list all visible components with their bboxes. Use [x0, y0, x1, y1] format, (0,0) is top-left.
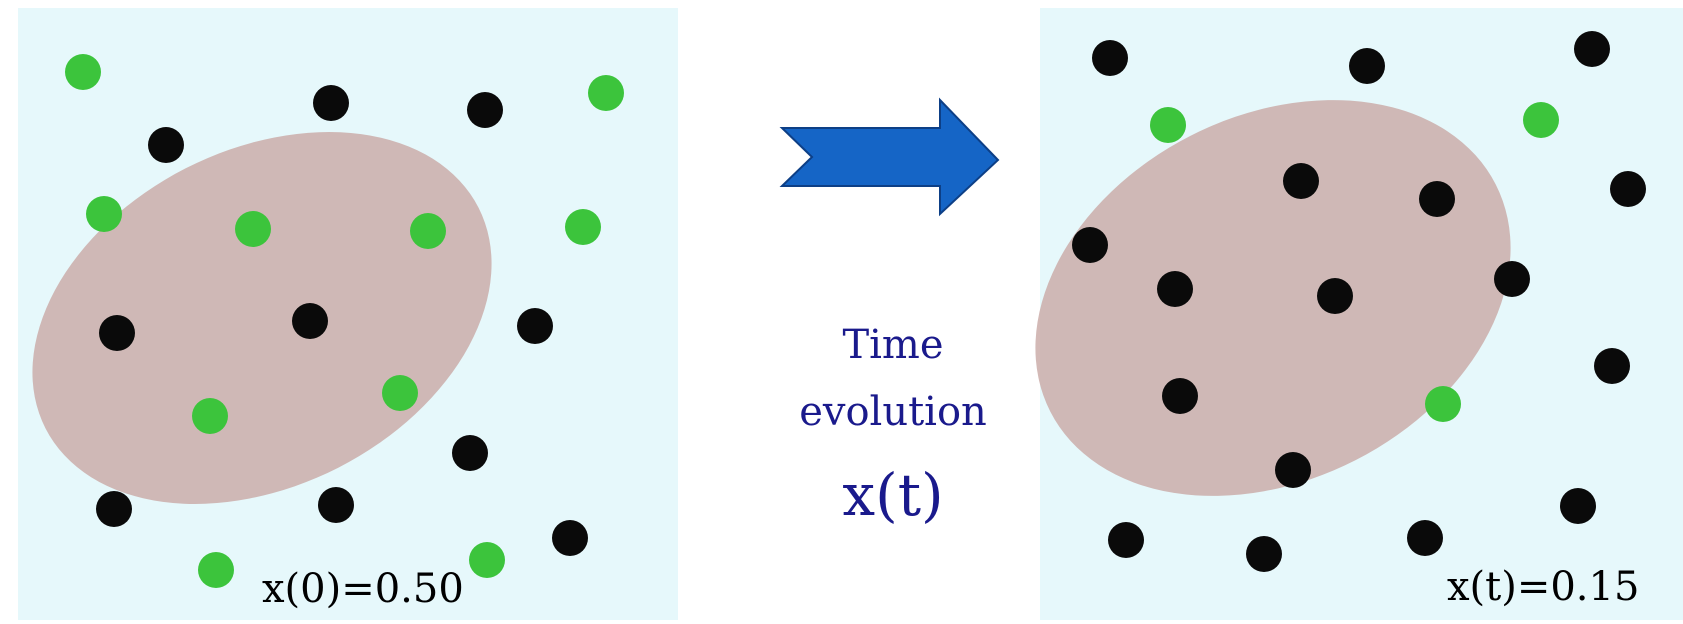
right-black-dot-16 — [1246, 536, 1282, 572]
left-black-dot-5 — [292, 303, 328, 339]
left-green-dot-9 — [198, 552, 234, 588]
left-black-dot-6 — [517, 308, 553, 344]
time-evolution: Time evolution x(t) — [779, 97, 1000, 529]
left-green-dot-4 — [410, 213, 446, 249]
left-black-dot-9 — [96, 491, 132, 527]
right-green-dot-2 — [1523, 102, 1559, 138]
left-black-dot-3 — [467, 92, 503, 128]
right-black-dot-11 — [1594, 348, 1630, 384]
right-region-ellipse — [1035, 100, 1511, 496]
right-black-dot-12 — [1162, 378, 1198, 414]
time-label: Time — [842, 322, 943, 368]
left-dots — [65, 54, 624, 588]
right-black-dot-4 — [1283, 163, 1319, 199]
right-black-dot-3 — [1574, 31, 1610, 67]
right-black-dot-8 — [1157, 271, 1193, 307]
left-green-dot-5 — [565, 209, 601, 245]
left-black-dot-8 — [318, 487, 354, 523]
left-black-dot-2 — [313, 85, 349, 121]
right-black-dot-6 — [1610, 171, 1646, 207]
right-black-dot-2 — [1349, 48, 1385, 84]
right-black-dot-17 — [1407, 520, 1443, 556]
left-black-dot-1 — [148, 127, 184, 163]
right-black-dot-14 — [1560, 488, 1596, 524]
right-black-dot-15 — [1108, 522, 1144, 558]
right-black-dot-10 — [1494, 261, 1530, 297]
left-black-dot-10 — [552, 520, 588, 556]
right-green-dot-1 — [1150, 107, 1186, 143]
right-green-dot-3 — [1425, 386, 1461, 422]
left-black-dot-7 — [452, 435, 488, 471]
left-green-dot-1 — [65, 54, 101, 90]
left-green-dot-2 — [86, 196, 122, 232]
right-black-dot-7 — [1072, 227, 1108, 263]
left-fraction-label: x(0)=0.50 — [262, 566, 464, 612]
right-panel: x(t)=0.15 — [1035, 8, 1683, 620]
left-green-dot-8 — [382, 375, 418, 411]
left-green-dot-7 — [192, 398, 228, 434]
left-green-dot-3 — [235, 211, 271, 247]
left-black-dot-4 — [99, 315, 135, 351]
right-black-dot-5 — [1419, 181, 1455, 217]
evolution-formula: x(t) — [842, 461, 943, 529]
right-black-dot-9 — [1317, 278, 1353, 314]
left-panel: x(0)=0.50 — [18, 8, 678, 620]
left-region-ellipse — [32, 132, 492, 504]
right-dots — [1072, 31, 1646, 572]
right-fraction-label: x(t)=0.15 — [1447, 564, 1639, 610]
right-black-dot-1 — [1092, 40, 1128, 76]
left-green-dot-6 — [588, 75, 624, 111]
right-black-dot-13 — [1275, 452, 1311, 488]
right-arrow-icon — [779, 97, 1000, 217]
evolution-label: evolution — [799, 389, 987, 435]
left-green-dot-10 — [469, 542, 505, 578]
